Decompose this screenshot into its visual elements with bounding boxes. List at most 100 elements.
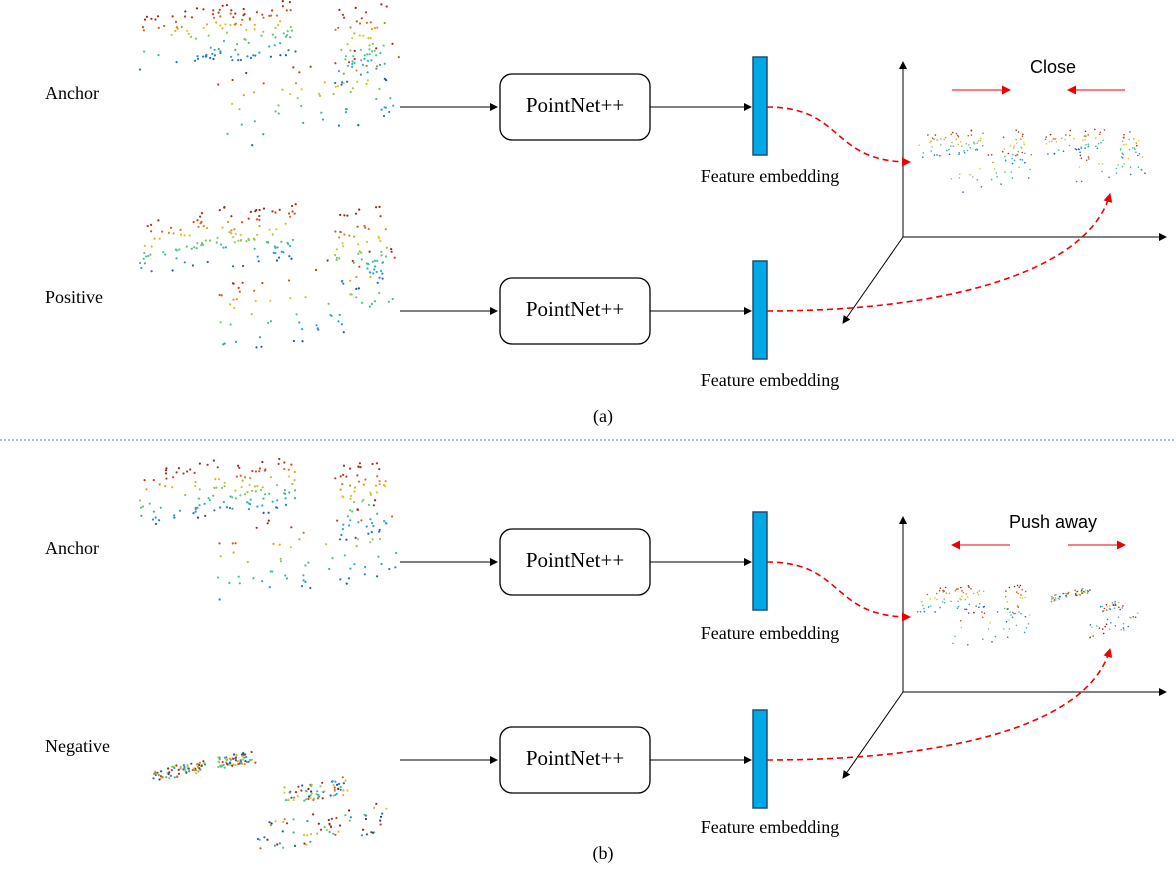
point [1108,177,1110,179]
point [930,598,932,600]
point [219,9,221,11]
point [221,27,223,29]
point [379,52,381,54]
point [988,154,990,156]
mapping-curve [767,562,910,617]
point [167,767,169,769]
point [257,256,259,258]
point [1024,153,1026,155]
point [1047,153,1049,155]
point [173,517,175,519]
point [333,784,335,786]
point [294,50,296,52]
point [1020,585,1022,587]
point [160,770,162,772]
point [961,596,963,598]
point [349,49,351,51]
point [245,72,247,74]
point [258,225,260,227]
point [1128,139,1130,141]
point [261,504,263,506]
point [288,212,290,214]
point [353,563,355,565]
point [231,508,233,510]
point [175,764,177,766]
point [310,66,312,68]
point [291,205,293,207]
point [1130,166,1132,168]
point [1058,149,1060,151]
point [1069,135,1071,137]
point [342,528,344,530]
point [965,593,967,595]
point [157,219,159,221]
point [145,255,147,257]
point [1110,622,1112,624]
point [1003,628,1005,630]
point [1133,138,1135,140]
point [274,211,276,213]
point [145,488,147,490]
point [343,17,345,19]
point [352,87,354,89]
point [225,246,227,248]
point [204,763,206,765]
point [268,512,270,514]
point [1118,616,1120,618]
point [242,759,244,761]
point [1088,156,1090,158]
point [945,587,947,589]
point [1082,140,1084,142]
point [939,155,941,157]
point [231,103,233,105]
point [143,51,145,53]
point [230,13,232,15]
point [240,760,242,762]
point [1084,135,1086,137]
point [176,776,178,778]
point [193,221,195,223]
point [1024,632,1026,634]
point [196,242,198,244]
point [1009,611,1011,613]
point [1095,146,1097,148]
point [352,260,354,262]
point [1009,628,1011,630]
point [388,301,390,303]
point [217,576,219,578]
point [342,283,344,285]
point [1132,147,1134,149]
point [1028,623,1030,625]
point [254,120,256,122]
point [339,314,341,316]
input-label: Positive [45,287,103,307]
point [378,468,380,470]
point [356,508,358,510]
point [1024,597,1026,599]
point [347,43,349,45]
point [231,496,233,498]
point [183,764,185,766]
point [234,49,236,51]
point [936,593,938,595]
point [219,598,221,600]
point [390,248,392,250]
point [360,519,362,521]
point [203,225,205,227]
point [367,71,369,73]
point [284,574,286,576]
point [1006,621,1008,623]
point [302,574,304,576]
point [139,262,141,264]
point [1004,608,1006,610]
point [302,122,304,124]
point [343,233,345,235]
point [368,48,370,50]
point [252,54,254,56]
point [358,266,360,268]
point [267,322,269,324]
point [1136,145,1138,147]
point [206,227,208,229]
point [1063,150,1065,152]
point [181,26,183,28]
